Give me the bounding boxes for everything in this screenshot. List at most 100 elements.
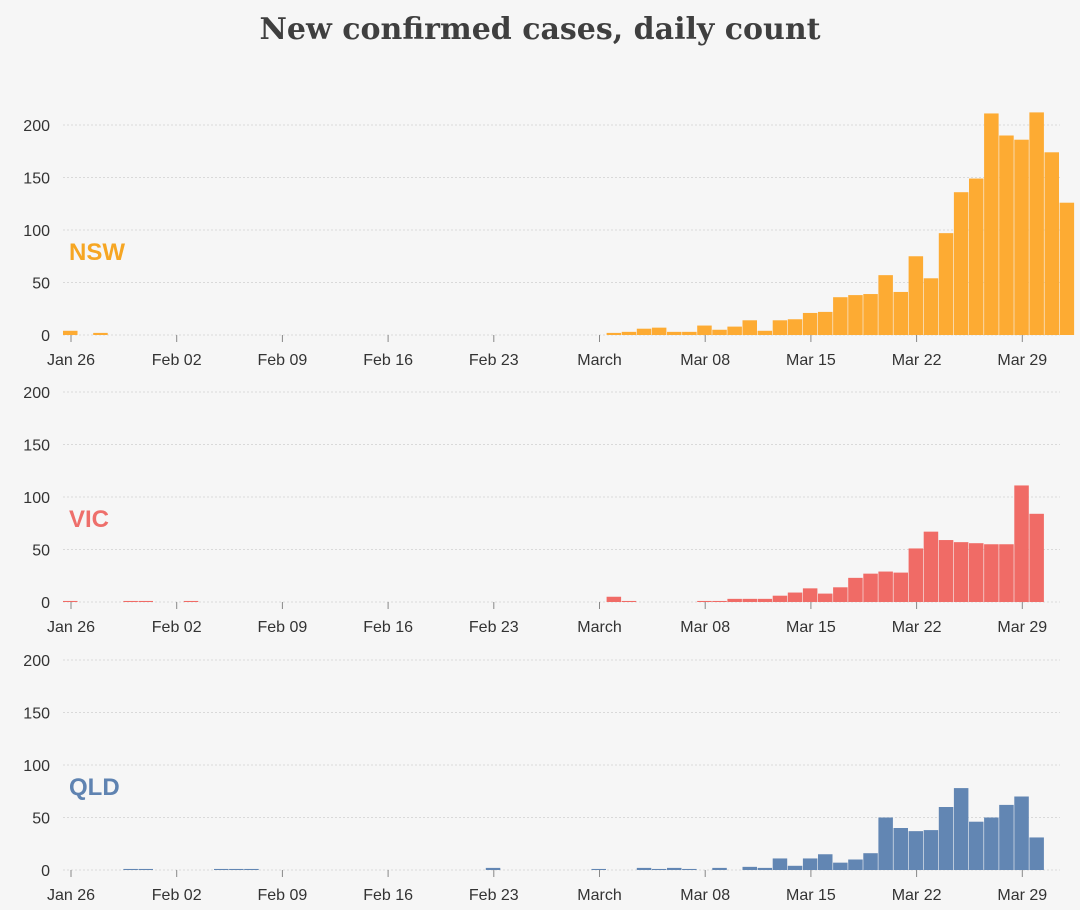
nsw-x-tick-label: Mar 22 [892,352,942,369]
qld-bar [244,868,259,870]
vic-y-tick-label: 200 [23,385,50,402]
nsw-x-tick-label: Feb 02 [152,352,202,369]
nsw-bar [818,311,833,335]
nsw-bar [63,330,78,335]
vic-bar [727,598,742,602]
nsw-y-tick-label: 0 [41,328,50,345]
nsw-x-tick-label: Mar 15 [786,352,836,369]
vic-bar [712,600,727,602]
vic-bar [63,600,78,602]
vic-x-tick-label: Feb 16 [363,619,413,636]
qld-bar [893,828,908,870]
nsw-bar [878,275,893,335]
qld-x-tick-label: Feb 23 [469,887,519,904]
vic-x-tick-label: Mar 29 [997,619,1047,636]
vic-bar [984,544,999,602]
nsw-bar [742,320,757,335]
nsw-bar [636,328,652,335]
vic-bar [772,595,788,602]
nsw-bar [1059,202,1075,335]
qld-x-tick-label: Mar 08 [680,887,730,904]
chart-title: New confirmed cases, daily count [259,12,821,47]
vic-x-tick-label: Mar 22 [892,619,942,636]
vic-bar [938,540,954,602]
vic-bar [757,598,773,602]
vic-bar [742,598,757,602]
qld-x-tick-label: Mar 15 [786,887,836,904]
nsw-bar [969,178,984,335]
nsw-bar [787,319,803,335]
nsw-x-tick-label: Feb 09 [257,352,307,369]
qld-bar [923,830,939,870]
qld-series-label: QLD [69,774,120,801]
nsw-bar [1044,152,1059,335]
nsw-bar [953,192,969,335]
qld-bar [787,865,803,870]
nsw-bar [833,297,848,335]
vic-bar [123,600,138,602]
nsw-bar [667,331,682,335]
nsw-bar [802,312,818,335]
nsw-bar [757,330,773,335]
qld-bar [999,804,1014,870]
vic-bar [606,596,622,602]
qld-y-tick-label: 100 [23,758,50,775]
vic-x-tick-label: Mar 08 [680,619,730,636]
vic-bar [1014,485,1029,602]
qld-y-tick-label: 0 [41,863,50,880]
vic-bar [848,577,863,602]
nsw-x-tick-label: March [577,352,621,369]
vic-bar [833,587,848,602]
nsw-bar [923,278,939,335]
vic-bar [138,600,153,602]
vic-bar [923,531,939,602]
qld-bar [833,862,848,870]
vic-bar [818,593,833,602]
qld-bar [229,868,244,870]
nsw-y-tick-label: 150 [23,171,50,188]
qld-bar [953,788,969,870]
nsw-x-tick-label: Feb 16 [363,352,413,369]
nsw-bar [938,233,954,335]
vic-y-tick-label: 100 [23,490,50,507]
qld-y-tick-label: 200 [23,653,50,670]
nsw-x-tick-label: Jan 26 [47,352,95,369]
vic-bar [787,592,803,602]
vic-x-tick-label: March [577,619,621,636]
qld-x-tick-label: Feb 09 [257,887,307,904]
vic-bar [908,548,924,602]
nsw-bar [1029,112,1044,336]
nsw-bar [682,331,697,335]
nsw-bar [621,331,637,335]
vic-x-tick-label: Mar 15 [786,619,836,636]
vic-bar [802,588,818,602]
qld-bar [712,867,727,870]
vic-y-tick-label: 150 [23,438,50,455]
vic-bar [878,571,893,602]
vic-x-tick-label: Feb 02 [152,619,202,636]
vic-bar [183,600,199,602]
qld-x-tick-label: Mar 29 [997,887,1047,904]
qld-bar [742,866,757,870]
qld-bar [1029,837,1044,870]
nsw-bar [848,295,863,335]
qld-bar [878,817,893,870]
vic-x-tick-label: Jan 26 [47,619,95,636]
vic-bar [999,544,1014,602]
qld-bar [969,821,984,870]
nsw-y-tick-label: 100 [23,223,50,240]
qld-bar [863,853,878,870]
qld-x-tick-label: Feb 16 [363,887,413,904]
vic-bar [697,600,712,602]
qld-bar [667,867,682,870]
vic-y-tick-label: 50 [32,543,50,560]
nsw-bar [93,332,108,335]
nsw-bar [772,320,788,335]
nsw-bar [1014,139,1029,335]
vic-x-tick-label: Feb 09 [257,619,307,636]
nsw-y-tick-label: 200 [23,118,50,135]
vic-x-tick-label: Feb 23 [469,619,519,636]
vic-bar [621,600,637,602]
nsw-bar [863,294,878,335]
